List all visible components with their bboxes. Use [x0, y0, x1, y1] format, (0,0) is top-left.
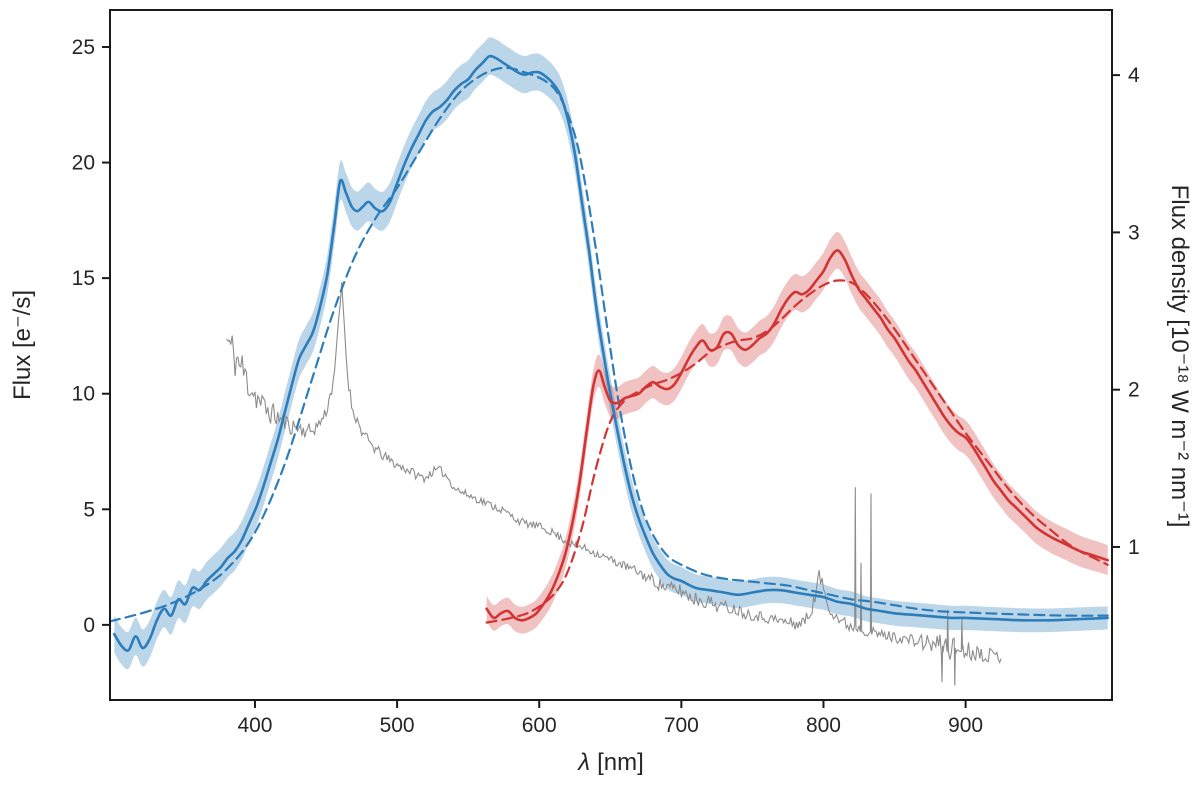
y-right-tick-label: 4: [1128, 64, 1140, 87]
x-tick-label: 800: [806, 714, 841, 737]
x-tick-label: 900: [948, 714, 983, 737]
y-axis-label-right: Flux density [10⁻¹⁸ W m⁻² nm⁻¹]: [1166, 185, 1193, 528]
observed-flux-red: [485, 249, 1109, 622]
y-axis-label-left: Flux [e⁻/s]: [9, 290, 36, 400]
axes-layer: 400 500 600 700 800 900 0 5 10 15 20 25 1 2 3 4: [72, 36, 1140, 737]
y-right-tick-label: 2: [1128, 379, 1140, 402]
model-flux-red: [485, 279, 1109, 624]
y-right-tick-label: 1: [1128, 536, 1140, 559]
x-tick-label: 400: [237, 714, 272, 737]
series-layer: [110, 37, 1109, 686]
observed-flux-blue: [113, 54, 1109, 652]
y-left-tick-label: 0: [83, 614, 95, 637]
x-tick-label: 600: [522, 714, 557, 737]
x-tick-label: 700: [664, 714, 699, 737]
lambda-symbol: λ: [576, 749, 590, 776]
y-right-tick-label: 3: [1128, 221, 1140, 244]
model-flux-blue: [110, 66, 1109, 623]
y-left-tick-label: 15: [72, 267, 95, 290]
y-left-tick-label: 20: [72, 152, 95, 175]
y-left-tick-label: 10: [72, 383, 95, 406]
plot-frame: [109, 9, 1113, 701]
x-tick-label: 500: [380, 714, 415, 737]
reference-spectrum-gray: [226, 282, 1002, 686]
x-axis-unit: [nm]: [597, 749, 644, 776]
x-axis-label: λ [nm]: [576, 749, 644, 776]
y-left-tick-label: 5: [83, 498, 95, 521]
observed-flux-blue-band: [114, 37, 1108, 670]
y-left-tick-label: 25: [72, 36, 95, 59]
